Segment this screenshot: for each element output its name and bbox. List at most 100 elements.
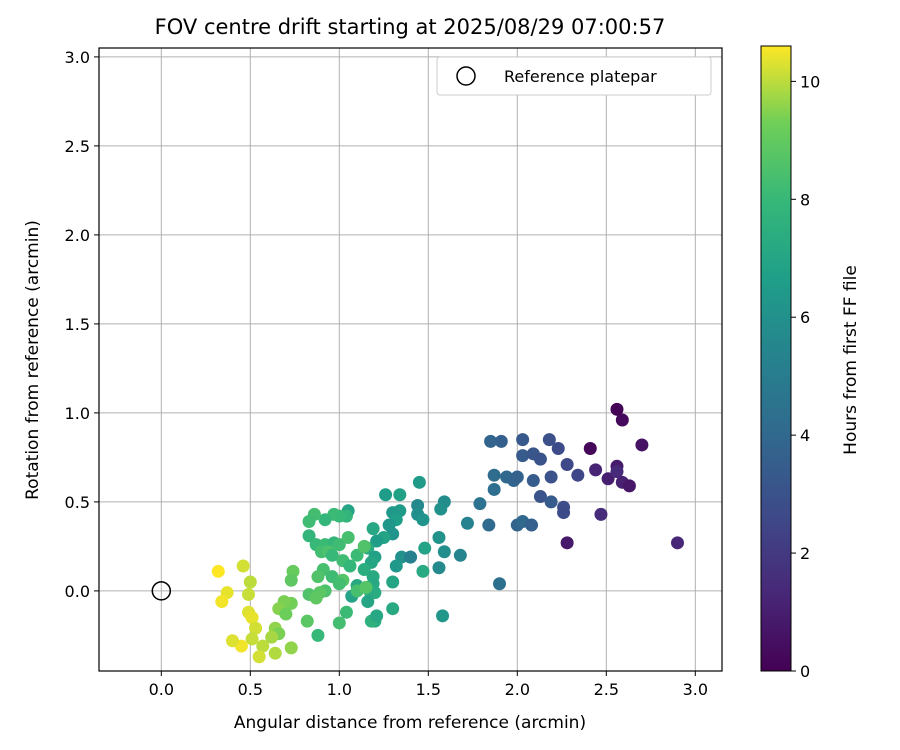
data-point — [482, 518, 496, 532]
data-point — [544, 495, 558, 509]
data-point — [311, 570, 325, 584]
data-point — [583, 442, 597, 455]
data-point — [252, 650, 266, 664]
data-point — [268, 646, 282, 660]
legend-label: Reference platepar — [504, 67, 657, 86]
data-point — [332, 616, 346, 630]
data-point — [416, 513, 430, 527]
y-axis-title: Rotation from reference (arcmin) — [23, 220, 43, 500]
data-point — [571, 468, 585, 482]
x-tick-label: 2.5 — [594, 680, 619, 699]
data-point — [494, 434, 508, 448]
data-point — [318, 513, 332, 527]
data-point — [332, 577, 346, 591]
data-points — [211, 402, 684, 664]
x-axis-title: Angular distance from reference (arcmin) — [234, 713, 586, 733]
data-point — [460, 516, 474, 530]
data-point — [533, 452, 547, 466]
data-point — [357, 563, 371, 577]
data-point — [284, 573, 298, 587]
data-point — [302, 529, 316, 543]
data-point — [516, 449, 530, 463]
data-point — [243, 575, 257, 589]
data-point — [245, 632, 259, 646]
data-point — [416, 564, 430, 578]
data-point — [284, 641, 298, 655]
data-point — [343, 559, 357, 573]
data-point — [361, 595, 375, 609]
data-point — [487, 468, 501, 482]
x-tick-label: 2.0 — [505, 680, 530, 699]
data-point — [510, 470, 524, 484]
legend: Reference platepar — [436, 56, 712, 96]
data-point — [242, 587, 256, 601]
x-tick-label: 1.0 — [327, 680, 352, 699]
y-tick-label: 3.0 — [65, 48, 90, 67]
data-point — [339, 605, 353, 619]
data-point — [453, 548, 467, 562]
data-point — [211, 564, 225, 578]
data-point — [615, 413, 629, 427]
colorbar-tick-label: 0 — [800, 662, 810, 681]
data-point — [526, 474, 540, 488]
data-point — [560, 536, 574, 550]
data-point — [256, 639, 270, 653]
data-point — [434, 502, 448, 516]
x-tick-label: 1.5 — [416, 680, 441, 699]
data-point — [332, 538, 346, 552]
data-point — [245, 611, 259, 625]
data-point — [325, 548, 339, 562]
data-point — [393, 488, 407, 502]
data-point — [635, 438, 649, 452]
data-point — [236, 559, 250, 573]
data-point — [601, 472, 615, 486]
data-point — [386, 575, 400, 589]
y-tick-label: 0.0 — [65, 582, 90, 601]
data-point — [386, 602, 400, 616]
y-axis-ticks: 0.0 0.5 1.0 1.5 2.0 2.5 3.0 — [65, 48, 99, 601]
colorbar-tick-label: 8 — [800, 190, 810, 209]
data-point — [516, 433, 530, 447]
data-point — [432, 561, 446, 575]
data-point — [389, 559, 403, 573]
data-point — [418, 541, 432, 555]
grid — [99, 48, 722, 671]
y-tick-label: 2.0 — [65, 226, 90, 245]
data-point — [370, 609, 384, 623]
data-point — [432, 531, 446, 544]
data-point — [215, 595, 229, 609]
x-axis-ticks: 0.0 0.5 1.0 1.5 2.0 2.5 3.0 — [149, 671, 708, 699]
data-point — [493, 577, 506, 591]
data-point — [542, 433, 556, 447]
data-point — [544, 470, 558, 484]
x-tick-label: 0.0 — [149, 680, 174, 699]
data-point — [610, 402, 624, 416]
colorbar-tick-label: 6 — [800, 308, 810, 327]
legend-marker — [456, 66, 476, 86]
data-point — [437, 545, 451, 559]
data-point — [311, 628, 325, 642]
data-point — [533, 490, 547, 504]
data-point — [487, 482, 501, 496]
data-point — [594, 507, 608, 521]
data-point — [557, 506, 571, 520]
data-point — [370, 534, 384, 548]
data-point — [265, 630, 279, 644]
data-point — [300, 614, 314, 628]
x-tick-label: 3.0 — [683, 680, 708, 699]
colorbar-tick-label: 10 — [800, 72, 820, 91]
data-point — [404, 550, 417, 564]
colorbar-ticks: 0 2 4 6 8 10 — [791, 72, 820, 681]
data-point — [525, 518, 539, 532]
legend-box — [436, 56, 712, 96]
y-tick-label: 1.0 — [65, 404, 90, 423]
data-point — [484, 434, 498, 448]
data-point — [589, 463, 603, 477]
data-point — [379, 488, 393, 502]
data-point — [610, 465, 624, 479]
reference-platepar-marker — [151, 581, 172, 601]
colorbar-tick-label: 2 — [800, 544, 810, 563]
colorbar-label: Hours from first FF file — [841, 265, 861, 455]
y-tick-label: 1.5 — [65, 315, 90, 334]
